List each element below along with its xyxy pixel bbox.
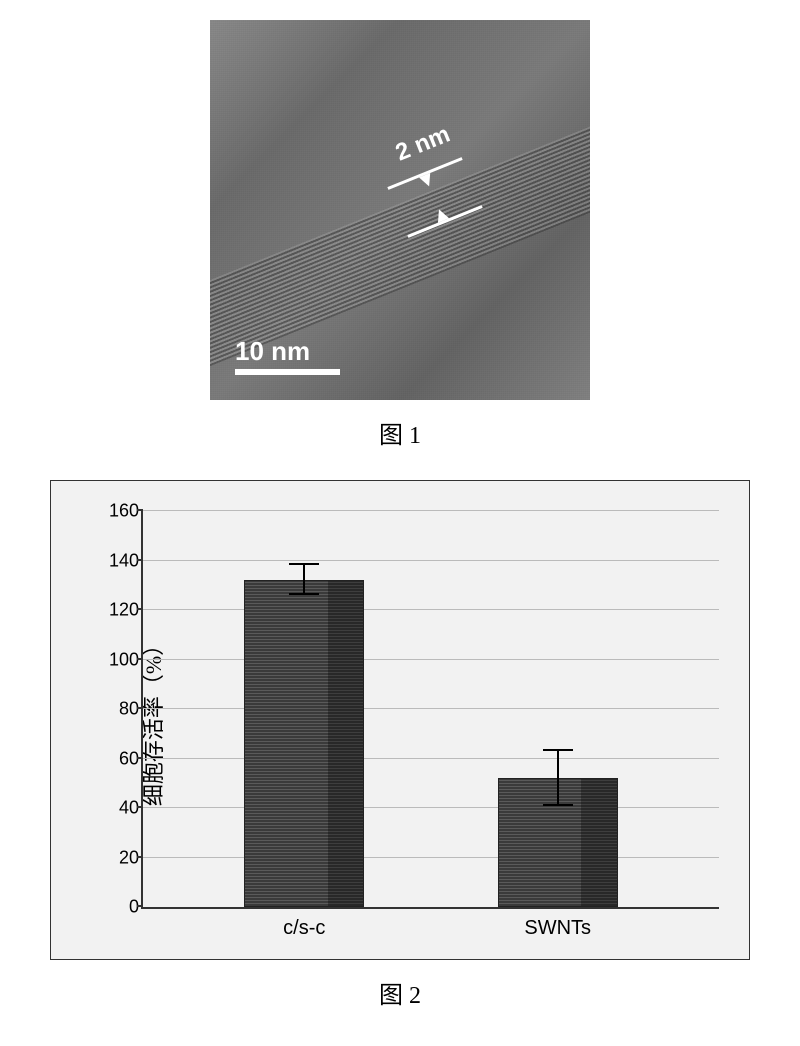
x-tick-label: SWNTs [524,917,591,940]
error-cap-top [543,749,573,751]
y-tick-label: 60 [119,748,139,769]
error-cap-bottom [289,593,319,595]
y-tick-label: 20 [119,847,139,868]
chart-plot-area: 020406080100120140160c/s-cSWNTs [141,511,719,909]
y-tick-label: 140 [109,550,139,571]
gridline [143,510,719,511]
error-cap-top [289,563,319,565]
tem-image-container: 2 nm 10 nm [210,20,590,400]
error-cap-bottom [543,804,573,806]
gridline [143,609,719,610]
error-bar [303,565,305,595]
scale-bar-label: 10 nm [235,336,340,367]
gridline [143,758,719,759]
y-tick-label: 40 [119,798,139,819]
gridline [143,560,719,561]
gridline [143,807,719,808]
scale-bar [235,369,340,375]
gridline [143,857,719,858]
gridline [143,708,719,709]
figure2-caption: 图 2 [379,975,421,1010]
y-tick-label: 120 [109,600,139,621]
scale-bar-container: 10 nm [235,336,340,375]
y-tick-label: 0 [129,897,139,918]
gridline [143,659,719,660]
y-tick-mark [137,905,143,907]
error-bar [557,751,559,805]
y-tick-label: 80 [119,699,139,720]
y-tick-label: 100 [109,649,139,670]
y-tick-label: 160 [109,501,139,522]
bar [244,580,364,907]
tem-image: 2 nm 10 nm [210,20,590,400]
chart-container: 细胞存活率（%） 020406080100120140160c/s-cSWNTs [50,480,750,960]
figure1-caption: 图 1 [379,415,421,450]
x-tick-label: c/s-c [283,917,325,940]
